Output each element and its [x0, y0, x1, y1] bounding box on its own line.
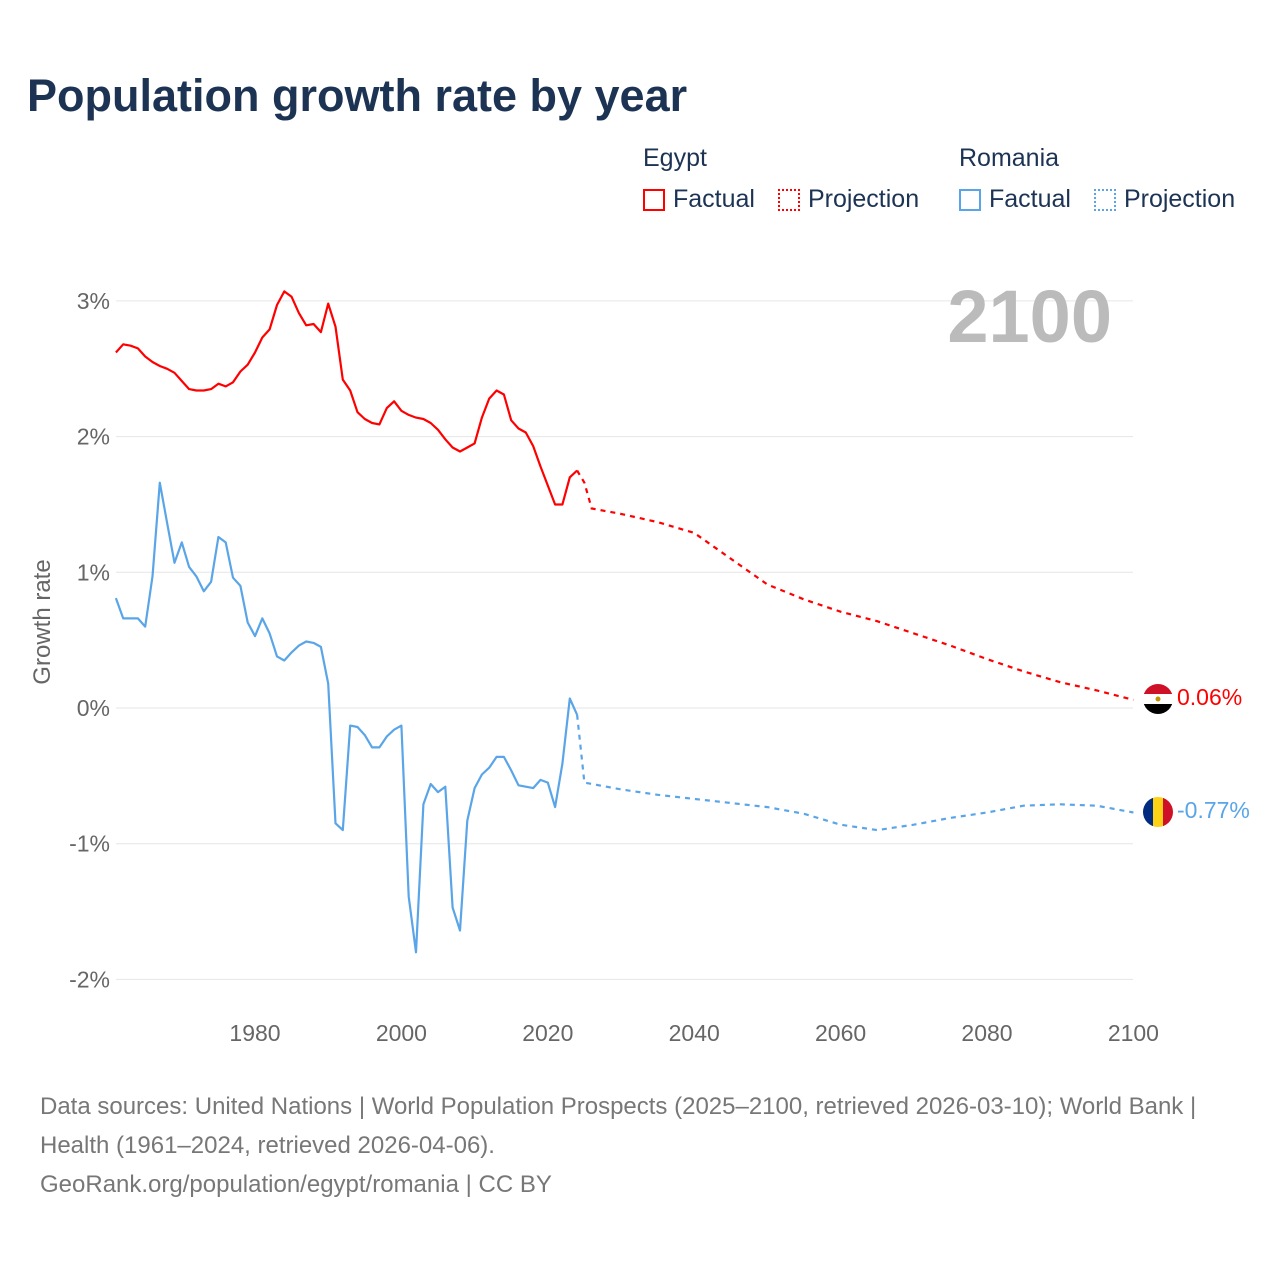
- romania-flag-icon: [1143, 797, 1173, 827]
- y-tick-label: 3%: [77, 288, 110, 314]
- egypt-end-label: 0.06%: [1177, 684, 1242, 710]
- y-tick-label: -1%: [69, 831, 110, 857]
- legend-label: Projection: [807, 185, 920, 213]
- legend-item-romania-projection[interactable]: Projection: [1093, 185, 1236, 214]
- footer: Data sources: United Nations | World Pop…: [40, 1087, 1240, 1204]
- y-axis-label: Growth rate: [29, 559, 56, 684]
- x-tick-label: 2080: [961, 1020, 1012, 1046]
- x-tick-label: 2000: [376, 1020, 427, 1046]
- year-display: 2100: [947, 275, 1112, 358]
- dotted-swatch-icon: [1093, 188, 1116, 211]
- credit-link[interactable]: GeoRank.org/population/egypt/romania | C…: [40, 1171, 552, 1198]
- legend-egypt: Egypt Factual Projection: [643, 144, 935, 218]
- x-tick-label: 2040: [669, 1020, 720, 1046]
- legend-item-romania-factual[interactable]: Factual: [959, 185, 1071, 214]
- egypt-factual-line: [115, 290, 578, 506]
- legend-label: Factual: [989, 185, 1071, 213]
- egypt-flag-icon: [1143, 684, 1173, 714]
- data-sources: Data sources: United Nations | World Pop…: [40, 1093, 1197, 1159]
- x-tick-label: 2060: [815, 1020, 866, 1046]
- romania-projection-line: [576, 714, 1134, 832]
- solid-swatch-icon: [643, 188, 665, 211]
- legend-label: Projection: [1123, 185, 1236, 213]
- legend-group-title: Romania: [959, 144, 1060, 172]
- y-tick-label: 1%: [77, 559, 110, 585]
- x-tick-label: 2100: [1108, 1020, 1159, 1046]
- legend-label: Factual: [673, 185, 755, 213]
- legend-group-title: Egypt: [643, 144, 707, 172]
- y-tick-label: 0%: [77, 695, 110, 721]
- chart-title: Population growth rate by year: [27, 70, 688, 121]
- line-chart: 3% 2% 1% 0% -1% -2% 1980 2000 2020 2040 2060 2080 21…: [29, 275, 1250, 1046]
- dotted-swatch-icon: [777, 188, 800, 211]
- x-tick-label: 2020: [522, 1020, 573, 1046]
- romania-factual-line: [114, 481, 579, 954]
- legend-romania: Romania Factual Projection: [959, 144, 1251, 218]
- legend-item-egypt-factual[interactable]: Factual: [643, 185, 755, 214]
- solid-swatch-icon: [959, 188, 981, 211]
- x-tick-label: 1980: [229, 1020, 280, 1046]
- legend-item-egypt-projection[interactable]: Projection: [777, 185, 920, 214]
- y-tick-label: 2%: [77, 424, 110, 450]
- egypt-projection-line: [576, 469, 1134, 701]
- y-tick-label: -2%: [69, 966, 110, 992]
- romania-end-label: -0.77%: [1177, 797, 1250, 823]
